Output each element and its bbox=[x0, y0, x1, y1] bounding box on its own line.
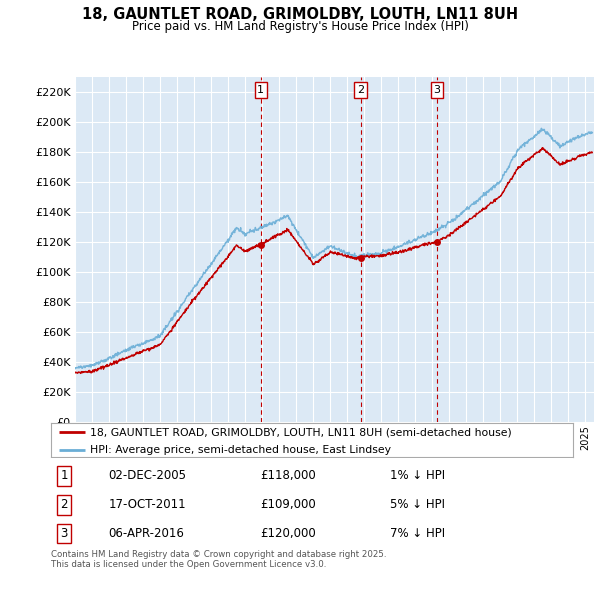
Text: £109,000: £109,000 bbox=[260, 498, 316, 511]
Text: 02-DEC-2005: 02-DEC-2005 bbox=[109, 470, 187, 483]
Text: 1: 1 bbox=[257, 85, 265, 95]
Text: £118,000: £118,000 bbox=[260, 470, 316, 483]
Text: 17-OCT-2011: 17-OCT-2011 bbox=[109, 498, 186, 511]
Text: 1% ↓ HPI: 1% ↓ HPI bbox=[391, 470, 445, 483]
Text: 2: 2 bbox=[357, 85, 364, 95]
Text: 3: 3 bbox=[61, 527, 68, 540]
Text: 1: 1 bbox=[61, 470, 68, 483]
Text: 3: 3 bbox=[433, 85, 440, 95]
Text: 7% ↓ HPI: 7% ↓ HPI bbox=[391, 527, 445, 540]
Text: Contains HM Land Registry data © Crown copyright and database right 2025.
This d: Contains HM Land Registry data © Crown c… bbox=[51, 550, 386, 569]
Text: £120,000: £120,000 bbox=[260, 527, 316, 540]
Text: 18, GAUNTLET ROAD, GRIMOLDBY, LOUTH, LN11 8UH (semi-detached house): 18, GAUNTLET ROAD, GRIMOLDBY, LOUTH, LN1… bbox=[90, 427, 512, 437]
Text: Price paid vs. HM Land Registry's House Price Index (HPI): Price paid vs. HM Land Registry's House … bbox=[131, 20, 469, 33]
Text: 06-APR-2016: 06-APR-2016 bbox=[109, 527, 184, 540]
Text: 2: 2 bbox=[61, 498, 68, 511]
Text: 5% ↓ HPI: 5% ↓ HPI bbox=[391, 498, 445, 511]
Text: 18, GAUNTLET ROAD, GRIMOLDBY, LOUTH, LN11 8UH: 18, GAUNTLET ROAD, GRIMOLDBY, LOUTH, LN1… bbox=[82, 7, 518, 22]
Text: HPI: Average price, semi-detached house, East Lindsey: HPI: Average price, semi-detached house,… bbox=[90, 445, 391, 455]
